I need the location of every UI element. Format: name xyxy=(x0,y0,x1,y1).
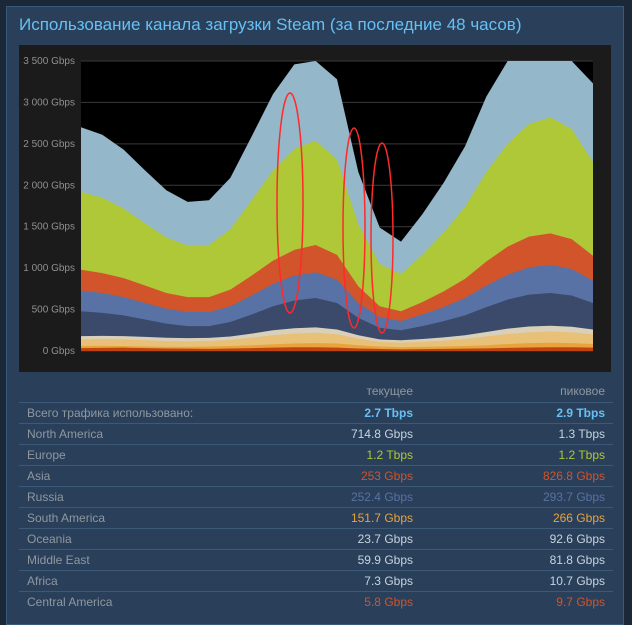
area-chart: 0 Gbps 500 Gbps 1 000 Gbps 1 500 Gbps 2 000 … xyxy=(19,53,599,363)
row-peak: 81.8 Gbps xyxy=(421,550,613,571)
row-label: Russia xyxy=(19,487,229,508)
row-label: Europe xyxy=(19,445,229,466)
row-current: 7.3 Gbps xyxy=(229,571,421,592)
svg-text:3 000 Gbps: 3 000 Gbps xyxy=(23,97,75,108)
header-current: текущее xyxy=(229,380,421,403)
row-peak: 293.7 Gbps xyxy=(421,487,613,508)
row-label: Middle East xyxy=(19,550,229,571)
table-row: Oceania23.7 Gbps92.6 Gbps xyxy=(19,529,613,550)
row-peak: 9.7 Gbps xyxy=(421,592,613,613)
row-current: 59.9 Gbps xyxy=(229,550,421,571)
svg-text:0 Gbps: 0 Gbps xyxy=(43,346,75,357)
panel-title: Использование канала загрузки Steam (за … xyxy=(7,7,623,41)
row-label: Africa xyxy=(19,571,229,592)
table-row: Russia252.4 Gbps293.7 Gbps xyxy=(19,487,613,508)
row-peak: 92.6 Gbps xyxy=(421,529,613,550)
svg-text:3 500 Gbps: 3 500 Gbps xyxy=(23,56,75,67)
table-row: Central America5.8 Gbps9.7 Gbps xyxy=(19,592,613,613)
svg-text:500 Gbps: 500 Gbps xyxy=(32,305,75,316)
svg-text:2 500 Gbps: 2 500 Gbps xyxy=(23,139,75,150)
row-current: 714.8 Gbps xyxy=(229,424,421,445)
row-current: 151.7 Gbps xyxy=(229,508,421,529)
row-current: 252.4 Gbps xyxy=(229,487,421,508)
table-row: South America151.7 Gbps266 Gbps xyxy=(19,508,613,529)
table-row: North America714.8 Gbps1.3 Tbps xyxy=(19,424,613,445)
row-peak: 826.8 Gbps xyxy=(421,466,613,487)
bandwidth-panel: Использование канала загрузки Steam (за … xyxy=(6,6,624,625)
row-label: Central America xyxy=(19,592,229,613)
row-label: Asia xyxy=(19,466,229,487)
table-header-row: текущее пиковое xyxy=(19,380,613,403)
row-peak: 2.9 Tbps xyxy=(421,403,613,424)
row-current: 5.8 Gbps xyxy=(229,592,421,613)
stats-table: текущее пиковое Всего трафика использова… xyxy=(19,380,613,612)
row-current: 253 Gbps xyxy=(229,466,421,487)
row-peak: 1.3 Tbps xyxy=(421,424,613,445)
svg-text:1 000 Gbps: 1 000 Gbps xyxy=(23,263,75,274)
header-peak: пиковое xyxy=(421,380,613,403)
chart-container: 0 Gbps 500 Gbps 1 000 Gbps 1 500 Gbps 2 000 … xyxy=(19,45,611,372)
row-peak: 266 Gbps xyxy=(421,508,613,529)
table-row: Africa7.3 Gbps10.7 Gbps xyxy=(19,571,613,592)
table-row: Asia253 Gbps826.8 Gbps xyxy=(19,466,613,487)
row-current: 23.7 Gbps xyxy=(229,529,421,550)
row-label: South America xyxy=(19,508,229,529)
header-label xyxy=(19,380,229,403)
table-row: Europe1.2 Tbps1.2 Tbps xyxy=(19,445,613,466)
row-label: Oceania xyxy=(19,529,229,550)
row-peak: 10.7 Gbps xyxy=(421,571,613,592)
row-peak: 1.2 Tbps xyxy=(421,445,613,466)
row-label: Всего трафика использовано: xyxy=(19,403,229,424)
table-row: Middle East59.9 Gbps81.8 Gbps xyxy=(19,550,613,571)
svg-text:1 500 Gbps: 1 500 Gbps xyxy=(23,222,75,233)
row-label: North America xyxy=(19,424,229,445)
row-current: 1.2 Tbps xyxy=(229,445,421,466)
table-row: Всего трафика использовано:2.7 Tbps2.9 T… xyxy=(19,403,613,424)
svg-text:2 000 Gbps: 2 000 Gbps xyxy=(23,180,75,191)
row-current: 2.7 Tbps xyxy=(229,403,421,424)
